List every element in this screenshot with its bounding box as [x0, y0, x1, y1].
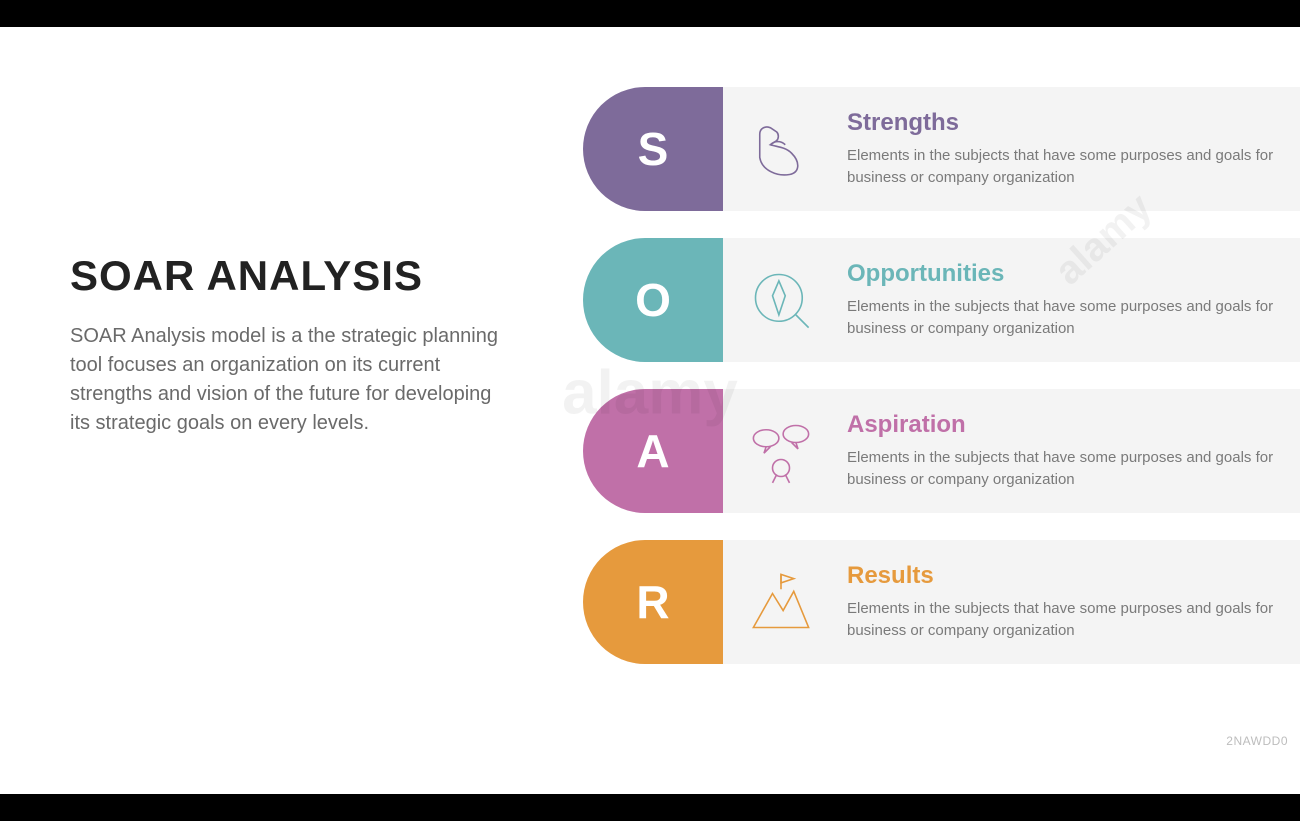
content-aspiration: Aspiration Elements in the subjects that…: [723, 389, 1300, 513]
left-text-panel: SOAR ANALYSIS SOAR Analysis model is a t…: [70, 252, 500, 438]
pill-o: O: [583, 238, 723, 362]
chat-icon: [745, 415, 817, 487]
pill-r: R: [583, 540, 723, 664]
content-opportunities: Opportunities Elements in the subjects t…: [723, 238, 1300, 362]
letter-r: R: [636, 575, 669, 629]
desc-strengths: Elements in the subjects that have some …: [847, 145, 1280, 189]
text-strengths: Strengths Elements in the subjects that …: [847, 109, 1300, 189]
mountain-icon: [745, 566, 817, 638]
main-description: SOAR Analysis model is a the strategic p…: [70, 322, 500, 438]
soar-rows: S Strengths Elements in the subjects tha…: [583, 87, 1300, 664]
letter-a: A: [636, 424, 669, 478]
row-opportunities: O Opportunities Elements in the subjects…: [583, 238, 1300, 362]
letter-s: S: [638, 122, 669, 176]
row-aspiration: A Aspiration Elements in t: [583, 389, 1300, 513]
title-aspiration: Aspiration: [847, 411, 1280, 439]
compass-icon: [745, 264, 817, 336]
desc-results: Elements in the subjects that have some …: [847, 598, 1280, 642]
desc-aspiration: Elements in the subjects that have some …: [847, 447, 1280, 491]
watermark-code: 2NAWDD0: [1226, 734, 1288, 748]
letter-o: O: [635, 273, 671, 327]
pill-a: A: [583, 389, 723, 513]
text-opportunities: Opportunities Elements in the subjects t…: [847, 260, 1300, 340]
infographic-stage: SOAR ANALYSIS SOAR Analysis model is a t…: [0, 27, 1300, 758]
row-strengths: S Strengths Elements in the subjects tha…: [583, 87, 1300, 211]
pill-s: S: [583, 87, 723, 211]
main-title: SOAR ANALYSIS: [70, 252, 500, 300]
title-strengths: Strengths: [847, 109, 1280, 137]
text-results: Results Elements in the subjects that ha…: [847, 562, 1300, 642]
desc-opportunities: Elements in the subjects that have some …: [847, 296, 1280, 340]
bottom-black-bar: [0, 794, 1300, 821]
text-aspiration: Aspiration Elements in the subjects that…: [847, 411, 1300, 491]
row-results: R Results Elements in the subjects that …: [583, 540, 1300, 664]
title-results: Results: [847, 562, 1280, 590]
title-opportunities: Opportunities: [847, 260, 1280, 288]
muscle-icon: [745, 113, 817, 185]
top-black-bar: [0, 0, 1300, 27]
content-results: Results Elements in the subjects that ha…: [723, 540, 1300, 664]
content-strengths: Strengths Elements in the subjects that …: [723, 87, 1300, 211]
